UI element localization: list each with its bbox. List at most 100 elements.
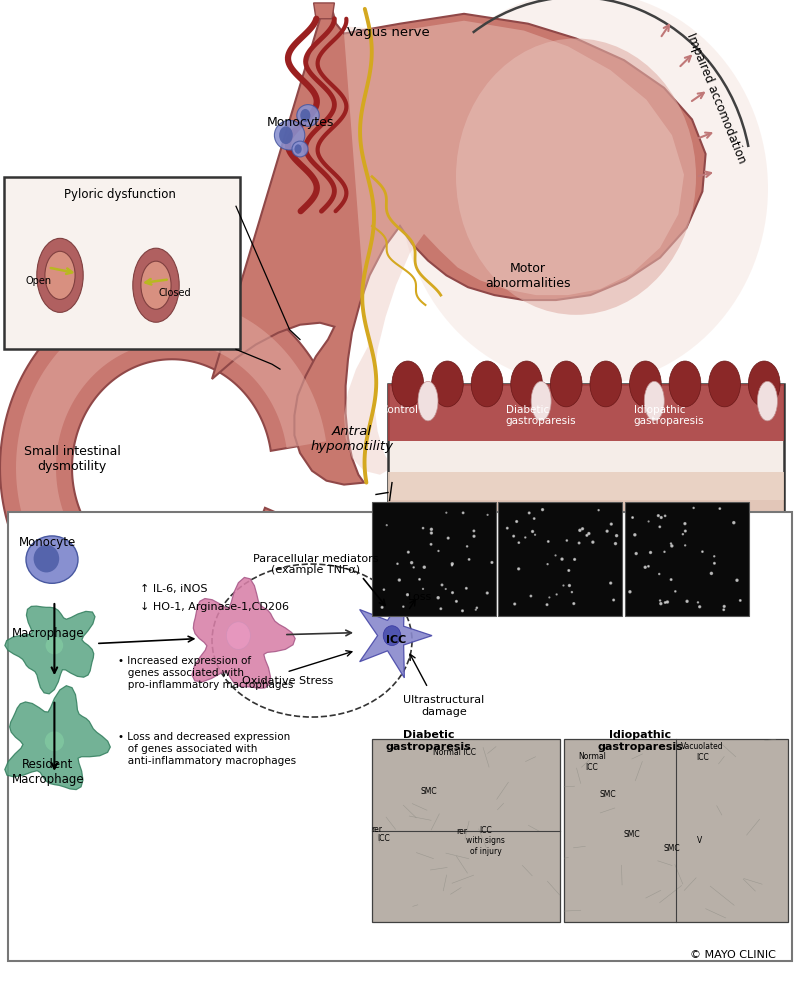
Polygon shape — [16, 299, 326, 638]
Point — [407, 560, 420, 576]
Ellipse shape — [456, 39, 696, 316]
Point — [529, 528, 542, 543]
Text: SMC: SMC — [664, 843, 680, 853]
Ellipse shape — [590, 362, 622, 407]
Point — [425, 537, 438, 553]
Point — [681, 594, 694, 609]
Text: Diabetic
gastroparesis: Diabetic gastroparesis — [506, 404, 576, 426]
Point — [436, 578, 449, 594]
Point — [642, 514, 655, 529]
Ellipse shape — [37, 240, 83, 314]
Text: Oxidative Stress: Oxidative Stress — [242, 675, 334, 685]
Point — [513, 535, 526, 551]
Polygon shape — [5, 606, 95, 694]
Point — [376, 599, 389, 615]
Ellipse shape — [748, 362, 780, 407]
Point — [481, 586, 494, 601]
Point — [522, 506, 535, 522]
Point — [629, 528, 642, 543]
Point — [541, 598, 554, 613]
Point — [669, 584, 682, 599]
Polygon shape — [690, 509, 718, 540]
Text: Pyloric dysfunction: Pyloric dysfunction — [64, 187, 176, 200]
Point — [561, 533, 574, 549]
Point — [406, 555, 418, 571]
Text: rer: rer — [456, 825, 467, 835]
Text: • Increased expression of
   genes associated with
   pro-inflammatory macrophag: • Increased expression of genes associat… — [118, 656, 294, 689]
Point — [457, 506, 470, 522]
Text: Monocytes: Monocytes — [266, 116, 334, 129]
Bar — [372, 503, 496, 616]
Text: ↑ IL-6, iNOS: ↑ IL-6, iNOS — [140, 584, 207, 594]
Ellipse shape — [133, 249, 179, 323]
Point — [576, 522, 589, 537]
Point — [543, 590, 556, 605]
Ellipse shape — [34, 545, 59, 573]
Text: Antral
hypomotility: Antral hypomotility — [310, 425, 394, 453]
Point — [655, 510, 668, 526]
Point — [574, 523, 586, 538]
Polygon shape — [642, 528, 670, 560]
Text: Open: Open — [26, 276, 51, 286]
Point — [714, 501, 726, 517]
Point — [586, 534, 599, 550]
Point — [566, 585, 578, 600]
Point — [425, 526, 438, 541]
Point — [470, 602, 482, 618]
Point — [718, 599, 730, 614]
Ellipse shape — [644, 382, 664, 421]
Text: V: V — [698, 835, 702, 845]
Text: Normal
ICC: Normal ICC — [578, 751, 606, 771]
Point — [708, 556, 721, 572]
Point — [605, 517, 618, 532]
Point — [460, 581, 473, 597]
Point — [556, 552, 569, 568]
Text: Ultrastructural
damage: Ultrastructural damage — [403, 694, 485, 716]
Text: rer: rer — [371, 823, 382, 833]
Ellipse shape — [26, 536, 78, 584]
Text: Impaired accomodation: Impaired accomodation — [684, 32, 748, 166]
Point — [654, 597, 667, 612]
Point — [378, 582, 390, 598]
Bar — [564, 740, 788, 922]
Text: ICC: ICC — [386, 634, 406, 644]
Point — [446, 585, 459, 600]
Point — [432, 591, 445, 606]
Point — [508, 597, 521, 612]
Bar — [388, 472, 784, 501]
Polygon shape — [498, 512, 526, 543]
Point — [652, 508, 665, 524]
Bar — [625, 503, 749, 616]
Point — [658, 509, 671, 525]
Point — [727, 516, 740, 531]
Text: Control: Control — [380, 404, 418, 414]
Text: Monocyte: Monocyte — [19, 535, 77, 549]
Ellipse shape — [531, 382, 551, 421]
FancyBboxPatch shape — [4, 177, 240, 350]
Ellipse shape — [45, 732, 64, 751]
Ellipse shape — [279, 127, 293, 145]
Ellipse shape — [400, 0, 768, 387]
Text: SMC: SMC — [600, 789, 616, 799]
Bar — [388, 385, 784, 442]
Point — [661, 595, 674, 610]
Point — [677, 527, 690, 542]
Point — [658, 595, 671, 610]
Text: Closed: Closed — [158, 288, 190, 298]
Point — [665, 572, 678, 588]
Text: ICC: ICC — [378, 833, 390, 843]
Point — [402, 544, 414, 560]
Point — [567, 597, 580, 612]
Point — [679, 524, 692, 539]
Point — [461, 539, 474, 555]
Text: Macrophage: Macrophage — [12, 626, 84, 640]
Text: Motor
abnormalities: Motor abnormalities — [486, 262, 570, 290]
Ellipse shape — [709, 362, 741, 407]
Point — [446, 556, 458, 572]
Point — [678, 517, 691, 532]
Text: SMC: SMC — [421, 786, 437, 796]
Polygon shape — [402, 507, 430, 538]
Point — [468, 528, 481, 544]
Point — [654, 593, 666, 608]
Point — [630, 546, 642, 562]
